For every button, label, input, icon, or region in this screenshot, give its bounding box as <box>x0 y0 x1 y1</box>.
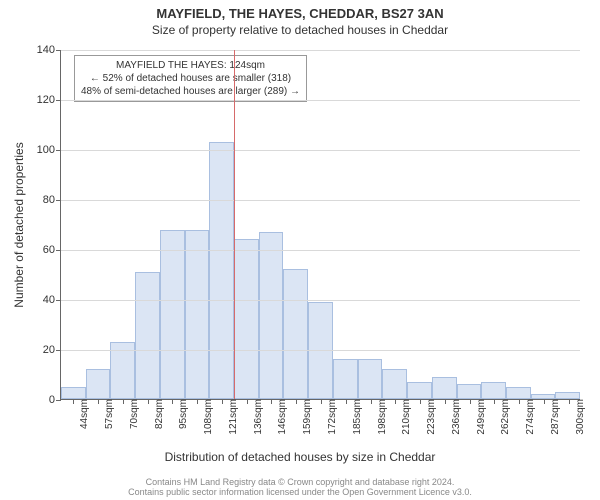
footer: Contains HM Land Registry data © Crown c… <box>0 478 600 498</box>
bar <box>234 239 259 399</box>
bar <box>333 359 358 399</box>
x-tick-label: 236sqm <box>449 399 462 435</box>
x-tick-label: 210sqm <box>399 399 412 435</box>
bar <box>209 142 234 399</box>
x-tick-mark <box>346 399 347 404</box>
x-axis-label: Distribution of detached houses by size … <box>0 450 600 464</box>
y-tick-label: 60 <box>43 244 61 256</box>
x-tick-mark <box>148 399 149 404</box>
chart-container: MAYFIELD, THE HAYES, CHEDDAR, BS27 3AN S… <box>0 0 600 500</box>
x-tick-label: 262sqm <box>498 399 511 435</box>
bar <box>407 382 432 399</box>
callout-line-3: 48% of semi-detached houses are larger (… <box>81 85 300 98</box>
x-tick-label: 95sqm <box>176 399 189 429</box>
x-tick-label: 274sqm <box>523 399 536 435</box>
bar <box>185 230 210 400</box>
callout-line-2: ← 52% of detached houses are smaller (31… <box>81 72 300 85</box>
x-tick-mark <box>569 399 570 404</box>
x-tick-label: 287sqm <box>548 399 561 435</box>
x-tick-label: 136sqm <box>251 399 264 435</box>
bar <box>506 387 531 399</box>
x-tick-label: 223sqm <box>424 399 437 435</box>
x-tick-mark <box>247 399 248 404</box>
bar <box>283 269 308 399</box>
x-tick-mark <box>420 399 421 404</box>
y-tick-label: 0 <box>49 394 61 406</box>
x-tick-label: 121sqm <box>226 399 239 435</box>
x-tick-label: 249sqm <box>474 399 487 435</box>
grid-line <box>61 50 580 51</box>
x-tick-mark <box>494 399 495 404</box>
x-tick-mark <box>98 399 99 404</box>
marker-line <box>234 50 235 399</box>
x-tick-mark <box>371 399 372 404</box>
x-tick-mark <box>395 399 396 404</box>
grid-line <box>61 300 580 301</box>
footer-line-2: Contains public sector information licen… <box>0 488 600 498</box>
bar <box>432 377 457 399</box>
callout-box: MAYFIELD THE HAYES: 124sqm ← 52% of deta… <box>74 55 307 102</box>
x-tick-mark <box>445 399 446 404</box>
x-tick-mark <box>271 399 272 404</box>
y-tick-label: 40 <box>43 294 61 306</box>
x-tick-label: 44sqm <box>77 399 90 429</box>
x-tick-label: 82sqm <box>152 399 165 429</box>
x-tick-label: 108sqm <box>201 399 214 435</box>
bar <box>555 392 580 399</box>
y-axis-label: Number of detached properties <box>12 60 26 225</box>
page-title: MAYFIELD, THE HAYES, CHEDDAR, BS27 3AN <box>0 0 600 21</box>
grid-line <box>61 350 580 351</box>
y-tick-label: 100 <box>37 144 61 156</box>
bars-group <box>61 50 580 399</box>
x-tick-mark <box>123 399 124 404</box>
x-tick-label: 70sqm <box>127 399 140 429</box>
x-tick-mark <box>519 399 520 404</box>
x-tick-mark <box>197 399 198 404</box>
x-tick-label: 57sqm <box>102 399 115 429</box>
bar <box>457 384 482 399</box>
x-tick-mark <box>172 399 173 404</box>
x-tick-mark <box>321 399 322 404</box>
x-tick-label: 185sqm <box>350 399 363 435</box>
x-tick-label: 300sqm <box>573 399 586 435</box>
bar <box>61 387 86 399</box>
x-tick-mark <box>73 399 74 404</box>
x-tick-mark <box>470 399 471 404</box>
x-tick-label: 146sqm <box>275 399 288 435</box>
y-tick-label: 80 <box>43 194 61 206</box>
bar <box>135 272 160 399</box>
x-tick-label: 172sqm <box>325 399 338 435</box>
bar <box>259 232 284 399</box>
bar <box>382 369 407 399</box>
grid-line <box>61 100 580 101</box>
bar <box>481 382 506 399</box>
callout-line-1: MAYFIELD THE HAYES: 124sqm <box>81 59 300 72</box>
page-subtitle: Size of property relative to detached ho… <box>0 21 600 37</box>
x-tick-label: 159sqm <box>300 399 313 435</box>
grid-line <box>61 150 580 151</box>
x-tick-mark <box>296 399 297 404</box>
x-tick-mark <box>544 399 545 404</box>
y-tick-label: 140 <box>37 44 61 56</box>
grid-line <box>61 200 580 201</box>
bar <box>86 369 111 399</box>
x-tick-label: 198sqm <box>375 399 388 435</box>
plot-area: MAYFIELD THE HAYES: 124sqm ← 52% of deta… <box>60 50 580 400</box>
bar <box>358 359 383 399</box>
bar <box>160 230 185 400</box>
grid-line <box>61 250 580 251</box>
y-tick-label: 20 <box>43 344 61 356</box>
x-tick-mark <box>222 399 223 404</box>
y-tick-label: 120 <box>37 94 61 106</box>
